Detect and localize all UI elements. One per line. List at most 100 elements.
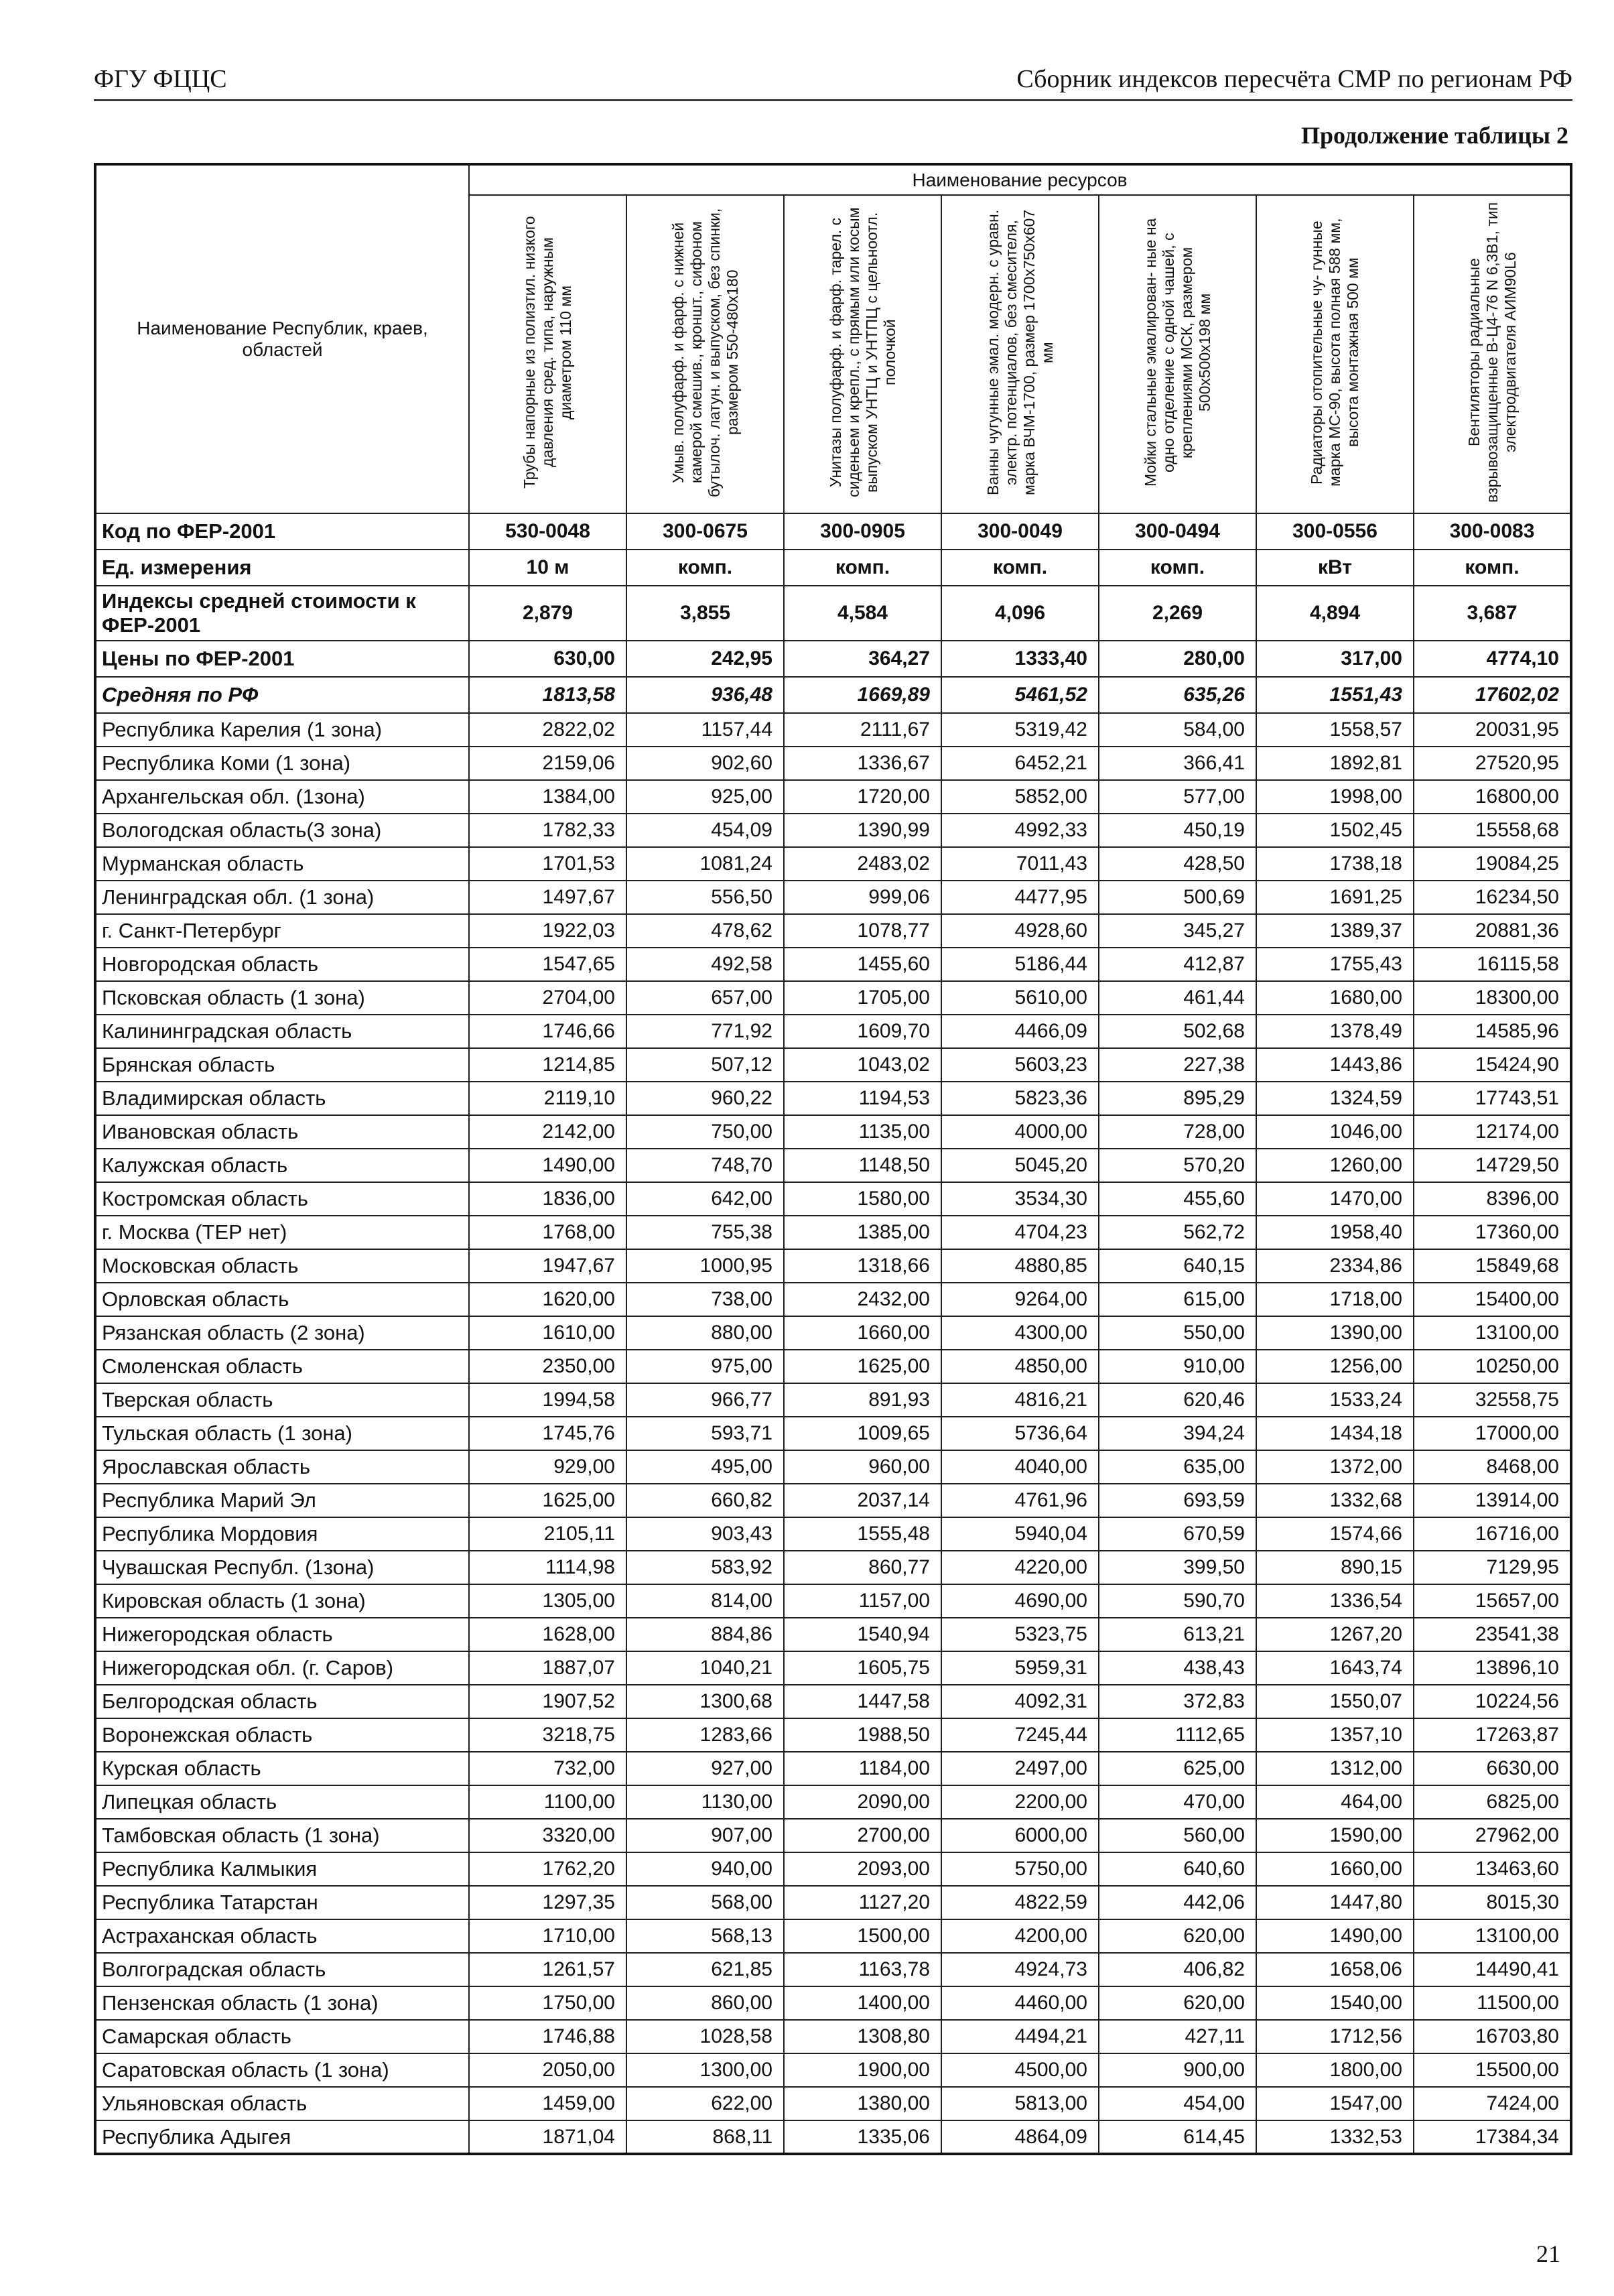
value-cell: 4200,00 bbox=[941, 1919, 1099, 1954]
value-cell: 1194,53 bbox=[783, 1081, 942, 1116]
value-cell: 642,00 bbox=[626, 1182, 785, 1216]
value-cell: 1540,00 bbox=[1256, 1986, 1414, 2021]
value-cell: 507,12 bbox=[626, 1047, 785, 1082]
table-row: Республика Татарстан 1297,35 568,00 1127,20… bbox=[94, 1885, 1572, 1920]
value-cell: 1447,58 bbox=[783, 1684, 942, 1719]
value-cell: 27962,00 bbox=[1413, 1818, 1572, 1853]
value-cell: 1738,18 bbox=[1256, 846, 1414, 881]
value-cell: 4822,59 bbox=[941, 1885, 1099, 1920]
value-cell: 1502,45 bbox=[1256, 813, 1414, 848]
value-cell: 570,20 bbox=[1098, 1148, 1257, 1183]
table-row: Мурманская область 1701,53 1081,24 2483,02 7… bbox=[94, 846, 1572, 881]
value-cell: 4850,00 bbox=[941, 1349, 1099, 1384]
value-cell: 13914,00 bbox=[1413, 1483, 1572, 1518]
value-cell: 412,87 bbox=[1098, 947, 1257, 982]
value-cell: 4477,95 bbox=[941, 880, 1099, 915]
value-cell: 635,00 bbox=[1098, 1450, 1257, 1484]
value-cell: 1443,86 bbox=[1256, 1047, 1414, 1082]
value-cell: 771,92 bbox=[626, 1014, 785, 1049]
value-cell: 1490,00 bbox=[468, 1148, 627, 1183]
value-cell: 660,82 bbox=[626, 1483, 785, 1518]
value-cell: 7129,95 bbox=[1413, 1550, 1572, 1585]
value-cell: 1558,57 bbox=[1256, 712, 1414, 747]
value-cell: 17263,87 bbox=[1413, 1718, 1572, 1752]
value-cell: 755,38 bbox=[626, 1215, 785, 1250]
value-cell: 15558,68 bbox=[1413, 813, 1572, 848]
value-cell: 1497,67 bbox=[468, 880, 627, 915]
region-name: Республика Мордовия bbox=[94, 1517, 470, 1551]
value-cell: 1718,00 bbox=[1256, 1282, 1414, 1317]
value-cell: 657,00 bbox=[626, 980, 785, 1015]
region-name: Самарская область bbox=[94, 2019, 470, 2054]
value-cell: 1305,00 bbox=[468, 1584, 627, 1618]
value-cell: 1609,70 bbox=[783, 1014, 942, 1049]
value-cell: 1547,00 bbox=[1256, 2086, 1414, 2121]
value-cell: 1332,53 bbox=[1256, 2120, 1414, 2155]
region-name: Кировская область (1 зона) bbox=[94, 1584, 470, 1618]
value-cell: 1580,00 bbox=[783, 1182, 942, 1216]
value-cell: 860,00 bbox=[626, 1986, 785, 2021]
resource-title: Радиаторы отопительные чу- гунные марка … bbox=[1308, 218, 1361, 487]
value-cell: 4500,00 bbox=[941, 2053, 1099, 2088]
value-cell: 1800,00 bbox=[1256, 2053, 1414, 2088]
value-cell: 1214,85 bbox=[468, 1047, 627, 1082]
row-label: Ед. измерения bbox=[94, 549, 470, 586]
unit-cell: комп. bbox=[1098, 549, 1257, 586]
region-name: Пензенская область (1 зона) bbox=[94, 1986, 470, 2021]
value-cell: 27520,95 bbox=[1413, 746, 1572, 781]
value-cell: 1127,20 bbox=[783, 1885, 942, 1920]
value-cell: 2497,00 bbox=[941, 1751, 1099, 1786]
value-cell: 1372,00 bbox=[1256, 1450, 1414, 1484]
value-cell: 960,22 bbox=[626, 1081, 785, 1116]
region-name: Смоленская область bbox=[94, 1349, 470, 1384]
table-header: Наименование Республик, краев, областей Н… bbox=[94, 164, 1572, 514]
value-cell: 728,00 bbox=[1098, 1114, 1257, 1149]
value-cell: 1892,81 bbox=[1256, 746, 1414, 781]
code-cell: 300-0083 bbox=[1413, 513, 1572, 550]
value-cell: 454,09 bbox=[626, 813, 785, 848]
resource-title: Умыв. полуфарф. и фарф. с нижней камерой… bbox=[669, 208, 741, 497]
value-cell: 1434,18 bbox=[1256, 1416, 1414, 1451]
value-cell: 1871,04 bbox=[468, 2120, 627, 2155]
value-cell: 1335,06 bbox=[783, 2120, 942, 2155]
region-name: Вологодская область(3 зона) bbox=[94, 813, 470, 848]
value-cell: 1380,00 bbox=[783, 2086, 942, 2121]
value-cell: 2119,10 bbox=[468, 1081, 627, 1116]
value-cell: 1907,52 bbox=[468, 1684, 627, 1719]
resource-title: Унитазы полуфарф. и фарф. тарел. с сиден… bbox=[826, 207, 898, 498]
row-label: Цены по ФЕР-2001 bbox=[94, 640, 470, 678]
value-cell: 16115,58 bbox=[1413, 947, 1572, 982]
rf-average-row: Средняя по РФ 1813,58 936,48 1669,89 5461,52… bbox=[94, 676, 1572, 714]
value-cell: 5603,23 bbox=[941, 1047, 1099, 1082]
value-cell: 1643,74 bbox=[1256, 1651, 1414, 1685]
table-row: г. Москва (ТЕР нет) 1768,00 755,38 1385,00 4… bbox=[94, 1215, 1572, 1250]
value-cell: 32558,75 bbox=[1413, 1383, 1572, 1417]
resource-title: Вентиляторы радиальные взрывозащищенные … bbox=[1465, 202, 1519, 503]
resource-column-header-3: Унитазы полуфарф. и фарф. тарел. с сиден… bbox=[783, 194, 942, 514]
value-cell: 9264,00 bbox=[941, 1282, 1099, 1317]
value-cell: 1701,53 bbox=[468, 846, 627, 881]
value-cell: 5045,20 bbox=[941, 1148, 1099, 1183]
value-cell: 502,68 bbox=[1098, 1014, 1257, 1049]
value-cell: 5736,64 bbox=[941, 1416, 1099, 1451]
value-cell: 8396,00 bbox=[1413, 1182, 1572, 1216]
value-cell: 620,00 bbox=[1098, 1986, 1257, 2021]
table-row: Архангельская обл. (1зона) 1384,00 925,00 1… bbox=[94, 779, 1572, 814]
value-cell: 1533,24 bbox=[1256, 1383, 1414, 1417]
value-cell: 1300,00 bbox=[626, 2053, 785, 2088]
value-cell: 399,50 bbox=[1098, 1550, 1257, 1585]
value-cell: 13463,60 bbox=[1413, 1852, 1572, 1887]
value-cell: 1712,56 bbox=[1256, 2019, 1414, 2054]
value-cell: 2200,00 bbox=[941, 1785, 1099, 1820]
region-name: Калужская область bbox=[94, 1148, 470, 1183]
region-name: Курская область bbox=[94, 1751, 470, 1786]
value-cell: 1540,94 bbox=[783, 1617, 942, 1652]
value-cell: 868,11 bbox=[626, 2120, 785, 2155]
value-cell: 1490,00 bbox=[1256, 1919, 1414, 1954]
value-cell: 1389,37 bbox=[1256, 913, 1414, 948]
value-cell: 1000,95 bbox=[626, 1249, 785, 1283]
value-cell: 15424,90 bbox=[1413, 1047, 1572, 1082]
value-cell: 8468,00 bbox=[1413, 1450, 1572, 1484]
value-cell: 1768,00 bbox=[468, 1215, 627, 1250]
